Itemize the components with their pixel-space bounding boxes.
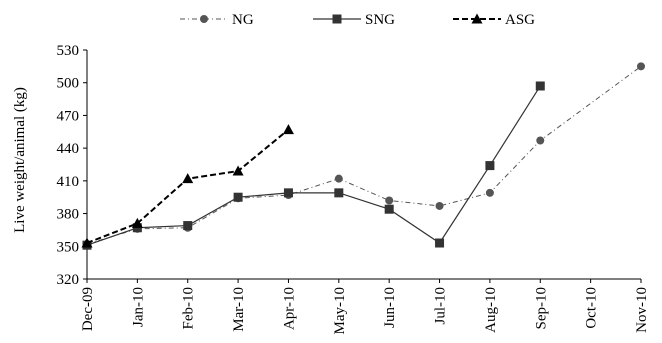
legend-marker-ng	[200, 15, 208, 23]
x-tick-label: Jun-10	[382, 287, 398, 328]
x-tick-label: Nov-10	[634, 287, 650, 333]
data-point-sng	[183, 221, 193, 231]
legend-marker-sng	[332, 14, 342, 24]
series-line-sng	[86, 85, 541, 246]
legend-item-sng: SNG	[313, 12, 395, 28]
legend-label-ng: NG	[232, 12, 254, 28]
x-tick-label: Sep-10	[533, 287, 549, 330]
data-point-sng	[283, 188, 293, 198]
y-tick-label: 440	[57, 141, 80, 157]
y-tick-label: 530	[57, 43, 80, 59]
series-asg	[81, 124, 294, 248]
data-point-ng	[435, 201, 444, 210]
x-tick-label: Jan-10	[130, 287, 146, 327]
legend-label-asg: ASG	[505, 12, 535, 28]
data-point-asg	[182, 173, 194, 184]
data-point-sng	[334, 188, 344, 198]
data-point-sng	[233, 192, 243, 202]
data-point-ng	[334, 174, 343, 183]
data-point-ng	[536, 136, 545, 145]
x-tick-label: Aug-10	[483, 287, 499, 333]
data-point-asg	[81, 237, 93, 248]
y-axis-label: Live weight/animal (kg)	[12, 87, 28, 233]
data-point-sng	[485, 161, 495, 171]
legend: NG SNG ASG	[180, 12, 535, 28]
legend-marker-asg	[471, 13, 483, 24]
series-ng	[83, 62, 645, 249]
data-point-sng	[435, 238, 445, 248]
legend-item-ng: NG	[180, 12, 254, 28]
x-tick-label: Dec-09	[80, 287, 96, 331]
x-tick-label: May-10	[332, 287, 348, 335]
series-layer	[81, 62, 645, 250]
series-line-ng	[86, 65, 642, 245]
data-point-ng	[385, 196, 394, 205]
x-tick-label: Feb-10	[181, 287, 197, 330]
y-tick-label: 470	[57, 108, 80, 124]
y-tick-label: 350	[57, 239, 80, 255]
data-point-asg	[232, 165, 244, 176]
x-tick-label: Jul-10	[433, 287, 449, 325]
series-sng	[82, 81, 545, 250]
y-axis: 320 350 380 410 440 470 500 530	[57, 43, 88, 288]
data-point-ng	[485, 188, 494, 197]
x-axis: Dec-09 Jan-10 Feb-10 Mar-10 Apr-10 May-10 Jun-…	[80, 278, 650, 335]
data-point-ng	[637, 62, 645, 71]
y-tick-label: 380	[57, 207, 80, 223]
data-point-sng	[535, 81, 545, 91]
x-tick-label: Oct-10	[584, 287, 600, 329]
legend-item-asg: ASG	[453, 12, 535, 28]
y-tick-label: 410	[57, 174, 80, 190]
data-point-asg	[131, 217, 143, 228]
y-tick-label: 500	[57, 76, 80, 92]
data-point-asg	[282, 124, 294, 135]
data-point-sng	[384, 204, 394, 214]
x-tick-label: Apr-10	[281, 287, 297, 330]
x-tick-label: Mar-10	[231, 287, 247, 332]
legend-label-sng: SNG	[365, 12, 395, 28]
y-tick-label: 320	[57, 272, 80, 288]
